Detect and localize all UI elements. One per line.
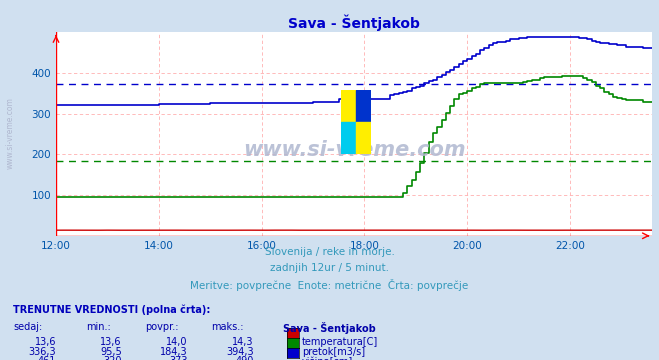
Text: Meritve: povprečne  Enote: metrične  Črta: povprečje: Meritve: povprečne Enote: metrične Črta:… (190, 279, 469, 291)
Bar (341, 122, 356, 154)
Text: 13,6: 13,6 (34, 337, 56, 347)
Title: Sava - Šentjakob: Sava - Šentjakob (288, 15, 420, 31)
Bar (356, 122, 370, 154)
Bar (356, 90, 370, 122)
Text: 95,5: 95,5 (100, 347, 122, 357)
Text: zadnjih 12ur / 5 minut.: zadnjih 12ur / 5 minut. (270, 263, 389, 273)
Text: 14,0: 14,0 (166, 337, 188, 347)
Text: 336,3: 336,3 (28, 347, 56, 357)
Text: 461: 461 (38, 356, 56, 360)
Text: maks.:: maks.: (211, 322, 243, 332)
Text: povpr.:: povpr.: (145, 322, 179, 332)
Text: Slovenija / reke in morje.: Slovenija / reke in morje. (264, 247, 395, 257)
Text: pretok[m3/s]: pretok[m3/s] (302, 347, 365, 357)
Text: www.si-vreme.com: www.si-vreme.com (5, 97, 14, 169)
Text: 13,6: 13,6 (100, 337, 122, 347)
Text: 320: 320 (103, 356, 122, 360)
Text: min.:: min.: (86, 322, 111, 332)
Text: Sava - Šentjakob: Sava - Šentjakob (283, 322, 376, 334)
Text: 394,3: 394,3 (226, 347, 254, 357)
Text: višina[cm]: višina[cm] (302, 356, 353, 360)
Text: 373: 373 (169, 356, 188, 360)
Text: TRENUTNE VREDNOSTI (polna črta):: TRENUTNE VREDNOSTI (polna črta): (13, 304, 211, 315)
Text: www.si-vreme.com: www.si-vreme.com (243, 140, 465, 160)
Bar (341, 90, 356, 122)
Text: 490: 490 (235, 356, 254, 360)
Text: 14,3: 14,3 (232, 337, 254, 347)
Text: sedaj:: sedaj: (13, 322, 42, 332)
Text: temperatura[C]: temperatura[C] (302, 337, 378, 347)
Text: 184,3: 184,3 (160, 347, 188, 357)
